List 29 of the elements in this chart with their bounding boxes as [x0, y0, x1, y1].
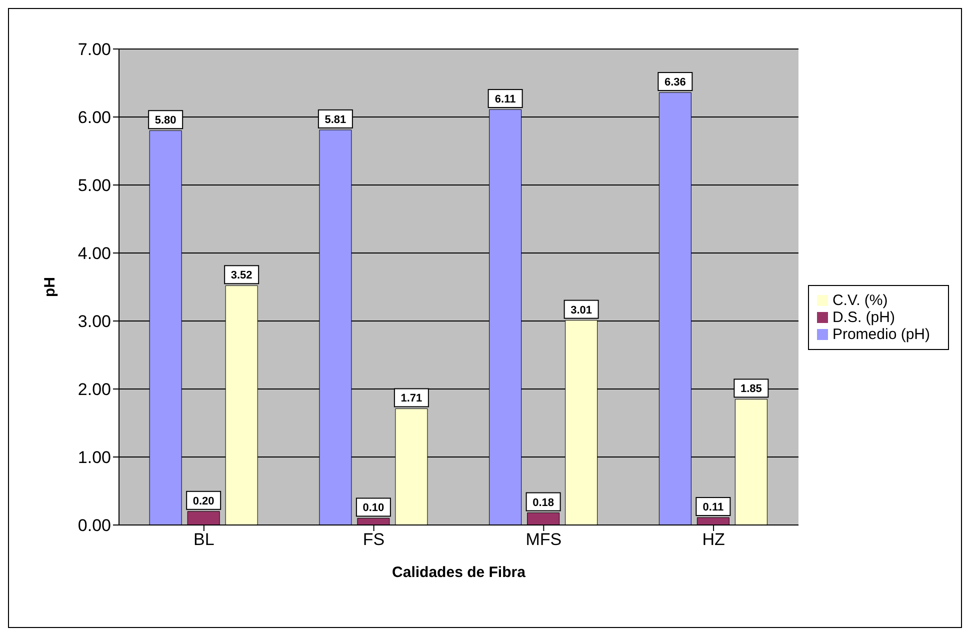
y-tick-label: 4.00 [78, 244, 111, 264]
data-label: 3.52 [230, 270, 252, 282]
legend-label: C.V. (%) [832, 292, 888, 308]
data-label: 6.11 [494, 94, 516, 106]
data-label: 0.20 [192, 495, 214, 508]
data-label: 6.36 [664, 76, 686, 89]
x-tick-label: HZ [702, 530, 725, 550]
data-label: 5.80 [154, 114, 176, 127]
legend-label: Promedio (pH) [832, 326, 930, 342]
data-label: 0.11 [702, 502, 724, 514]
y-tick-label: 6.00 [78, 108, 111, 128]
y-tick-label: 2.00 [78, 380, 111, 400]
y-tick-label: 0.00 [78, 516, 111, 536]
data-label: 1.71 [400, 392, 422, 405]
data-label: 3.01 [570, 304, 592, 316]
legend-label: D.S. (pH) [832, 308, 895, 326]
data-label: 0.10 [362, 502, 384, 514]
data-label: 1.85 [740, 383, 762, 396]
data-label: 5.81 [324, 114, 346, 126]
y-axis-title: pH [41, 277, 58, 297]
x-tick-label: FS [362, 530, 385, 550]
data-label: 0.18 [532, 496, 554, 509]
y-tick-label: 1.00 [78, 448, 111, 468]
y-tick-label: 5.00 [78, 176, 111, 196]
x-axis-title: Calidades de Fibra [392, 564, 526, 581]
x-tick-label: MFS [526, 530, 562, 550]
x-tick-label: BL [194, 530, 214, 550]
y-tick-label: 7.00 [78, 40, 111, 60]
y-tick-label: 3.00 [78, 312, 111, 332]
